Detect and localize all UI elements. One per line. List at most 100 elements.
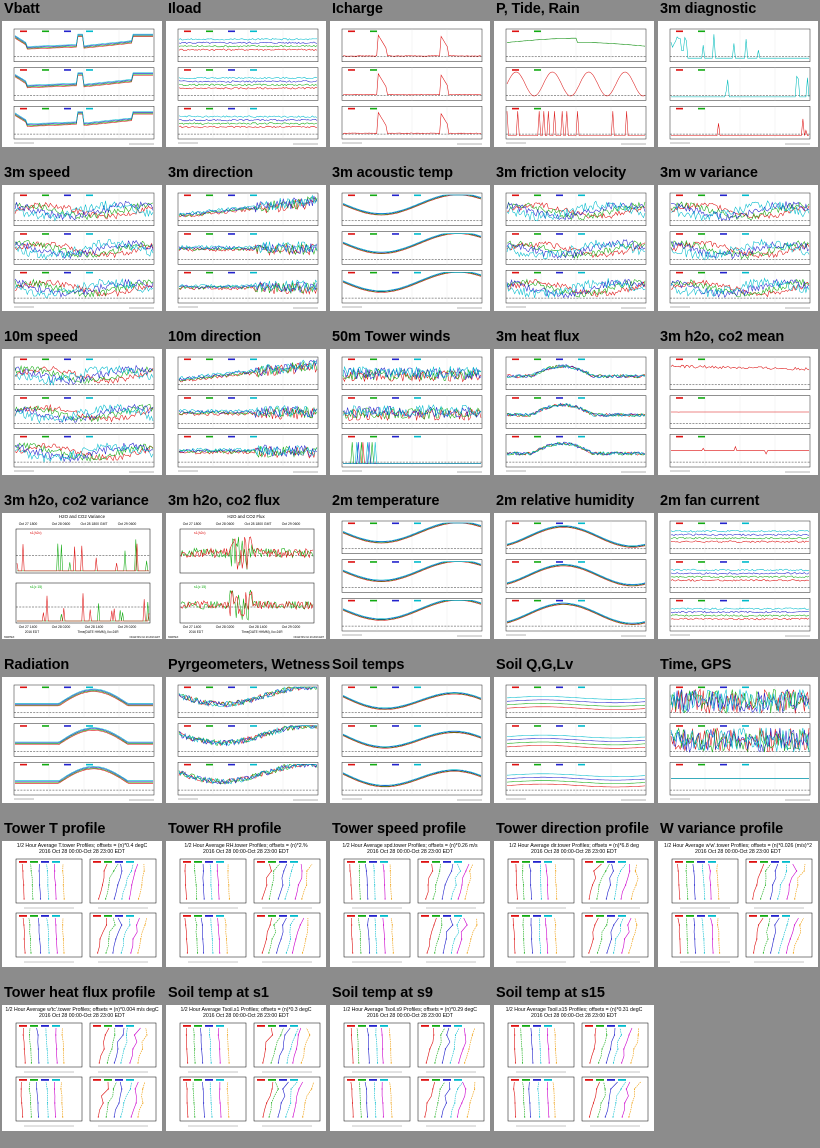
plot-image: 1/2 Hour Average RH.tower Profiles; offs… [179,843,321,963]
series-line [506,239,646,259]
profile-line [528,1081,531,1118]
plot-thumbnail-link[interactable] [494,677,654,803]
plot-thumbnail-link[interactable]: 1/2 Hour Average Tsoil.s1 Profiles; offs… [166,1005,326,1131]
profile-line [45,1081,49,1118]
profile-panel [507,912,575,958]
plot-thumbnail-link[interactable]: 1/2 Hour Average T.tower Profiles; offse… [2,841,162,967]
profile-line [382,863,386,900]
plot-thumbnail-link[interactable] [330,349,490,475]
tile-title: Soil temp at s15 [496,985,605,1001]
series-line [15,730,153,745]
tile-title: 3m h2o, co2 mean [660,329,785,345]
series-line [670,537,809,540]
profile-line [630,1027,639,1064]
profile-line [628,917,638,954]
profile-line [522,1081,525,1118]
plot-thumbnail-link[interactable] [166,349,326,475]
plot-thumbnail-link[interactable]: 1/2 Hour Average w'tc'.tower Profiles; o… [2,1005,162,1131]
plot-thumbnail-link[interactable] [330,21,490,147]
profile-line [55,1027,58,1064]
plot-thumbnail-link[interactable] [166,185,326,311]
plot-thumbnail-link[interactable]: 1/2 Hour Average Tsoil.s15 Profiles; off… [494,1005,654,1131]
series-label: s1(c 15) [194,585,206,589]
plot-thumbnail-link[interactable]: 1/2 Hour Average Tsoil.s9 Profiles; offs… [330,1005,490,1131]
profile-line [588,917,599,954]
profile-line [777,864,787,900]
plot-thumbnail-link[interactable]: 1/2 Hour Average w'w'.tower Profiles; of… [658,841,818,967]
series-line [342,731,482,748]
plot-thumbnail-link[interactable] [2,185,162,311]
series-line [506,71,646,97]
profile-line [130,1081,139,1118]
plot-thumbnail-link[interactable] [166,677,326,803]
series-line [16,543,149,572]
plot-thumbnail-link[interactable] [658,185,818,311]
plot-thumbnail-link[interactable] [166,21,326,147]
plot-title: H2O and CO2 Flux [227,514,265,519]
plot-thumbnail-link[interactable] [330,513,490,639]
profile-panel [89,1076,157,1122]
plot-thumbnail-link[interactable] [494,349,654,475]
date-label: Oct 29 0600 [118,522,137,526]
series-line [342,34,482,57]
plot-thumbnail-link[interactable] [2,677,162,803]
profile-panel [745,912,813,958]
plot-image [177,356,319,473]
profile-line [628,1081,641,1118]
profile-line [262,1081,274,1118]
plot-thumbnail-link[interactable] [494,185,654,311]
plot-thumbnail-link[interactable]: H2O and CO2 Variance Oct 27 1800 Oct 28 06… [2,513,162,639]
plot-thumbnail-link[interactable] [330,185,490,311]
date-label: Oct 28 0200 [52,625,71,629]
plot-thumbnail-link[interactable] [494,513,654,639]
profile-line [692,863,696,900]
plot-thumbnail-link[interactable] [658,349,818,475]
profile-line [717,917,720,954]
profile-line [613,917,624,954]
profile-line [513,1081,516,1118]
series-line [670,540,810,543]
tile-title: 3m h2o, co2 flux [168,493,281,509]
plot-thumbnail-link[interactable]: 1/2 Hour Average dir.tower Profiles; off… [494,841,654,967]
plot-thumbnail-link[interactable] [2,349,162,475]
profile-header: 1/2 Hour Average T.tower Profiles; offse… [17,843,148,849]
series-line [506,565,646,586]
panel-frame [15,582,151,624]
profile-line [202,1081,205,1118]
plot-thumbnail-link[interactable] [658,513,818,639]
plot-thumbnail-link[interactable] [494,21,654,147]
profile-line [520,1027,523,1064]
plot-thumbnail-link[interactable] [2,21,162,147]
date-label: Oct 29 0600 [282,522,301,526]
profile-line [292,917,305,954]
plot-thumbnail-link[interactable] [658,21,818,147]
series-line [178,122,318,125]
series-line [178,725,318,746]
series-line [179,118,318,122]
plot-thumbnail-link[interactable] [330,677,490,803]
profile-line [530,917,533,954]
plot-thumbnail-link[interactable]: 1/2 Hour Average RH.tower Profiles; offs… [166,841,326,967]
profile-line [554,917,557,954]
series-line [670,279,810,298]
series-line [178,405,318,419]
series-line [342,522,482,542]
tile-title: Iload [168,1,202,17]
profile-line [22,917,26,954]
series-line [14,35,153,49]
profile-line [466,917,478,954]
plot-thumbnail-link[interactable] [658,677,818,803]
plot-image: 1/2 Hour Average Tsoil.s1 Profiles; offs… [179,1007,321,1127]
series-line [506,706,646,710]
profile-panel [745,858,813,904]
profile-line [793,917,804,954]
plot-image [669,356,811,473]
plot-thumbnail-link[interactable]: H2O and CO2 Flux Oct 27 1800 Oct 28 0600 Oc… [166,513,326,639]
series-line [506,111,645,136]
plot-thumbnail-link[interactable]: 1/2 Hour Average spd.tower Profiles; off… [330,841,490,967]
profile-panel [417,1076,485,1122]
profile-line [36,1081,39,1118]
series-line [506,699,646,704]
profile-line [620,863,631,900]
plot-image: H2O and CO2 Flux Oct 27 1800 Oct 28 0600 Oc… [168,514,325,639]
